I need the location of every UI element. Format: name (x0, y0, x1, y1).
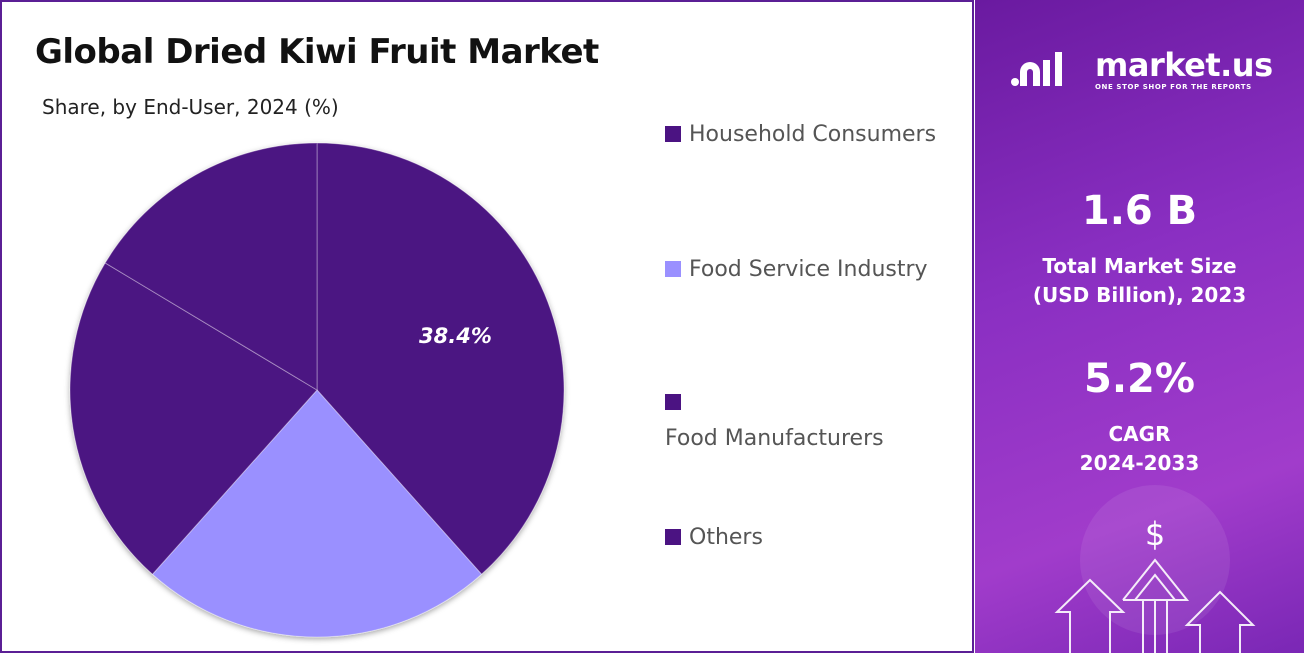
logo-text: market.us (1095, 46, 1273, 84)
chart-panel: Global Dried Kiwi Fruit Market Share, by… (0, 0, 974, 653)
stat: 5.2% CAGR 2024-2033 (975, 356, 1304, 478)
pie-chart: 38.4% (69, 142, 565, 638)
legend-item: Food Service Industry (665, 252, 955, 288)
chart-subtitle: Share, by End-User, 2024 (%) (42, 95, 339, 119)
stat-value: 5.2% (1084, 356, 1195, 402)
legend-swatch (665, 529, 681, 545)
chart-title: Global Dried Kiwi Fruit Market (35, 32, 599, 72)
stat: 1.6 B Total Market Size (USD Billion), 2… (975, 188, 1304, 310)
legend-item: Household Consumers (665, 117, 955, 153)
pie-slice (69, 262, 318, 575)
legend-swatch (665, 126, 681, 142)
logo-tagline: ONE STOP SHOP FOR THE REPORTS (1095, 83, 1252, 91)
decoration: $ (1011, 52, 1256, 653)
legend-swatch (665, 394, 681, 410)
legend-swatch (665, 261, 681, 277)
data-label: 38.4% (419, 324, 492, 348)
legend-item: Others (665, 520, 955, 556)
side-panel: $ market.us ONE STOP SHOP FOR THE REPORT… (975, 0, 1304, 653)
legend-label: Food Manufacturers (665, 426, 884, 451)
legend-item: Food Manufacturers (665, 385, 955, 457)
pie-slice (151, 389, 483, 638)
pie-slice (316, 142, 565, 575)
pie-slice (104, 142, 318, 391)
legend-label: Others (689, 525, 763, 550)
stat-label: CAGR 2024-2033 (1079, 422, 1200, 475)
legend-label: Food Service Industry (689, 257, 928, 282)
legend-label: Household Consumers (689, 122, 937, 147)
stat-value: 1.6 B (1081, 188, 1198, 234)
svg-text:$: $ (1145, 515, 1165, 553)
stat-label: Total Market Size (USD Billion), 2023 (1032, 254, 1247, 307)
